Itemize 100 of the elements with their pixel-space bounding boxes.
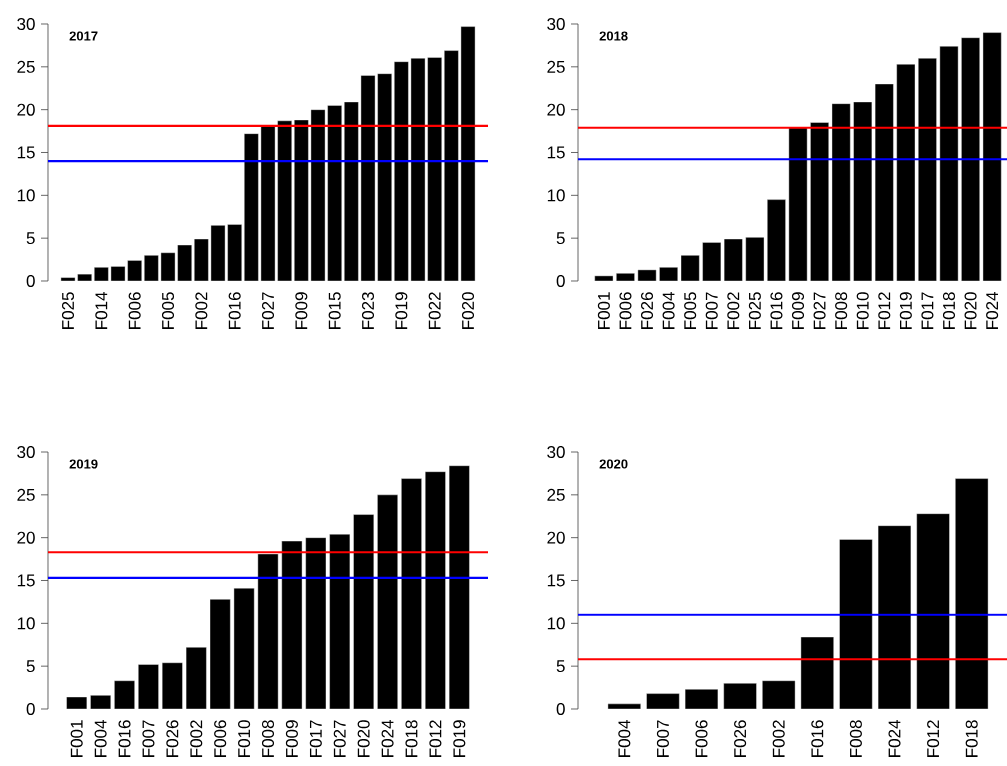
y-tick-label: 25 — [547, 488, 565, 501]
x-tick-label: F020 — [357, 720, 370, 757]
y-tick-label: 5 — [556, 660, 565, 673]
bar — [305, 537, 327, 710]
bar — [448, 465, 470, 710]
bar — [961, 37, 980, 282]
y-tick-label: 20 — [547, 103, 565, 116]
x-tick-label: F012 — [429, 720, 442, 757]
x-tick-label: F008 — [835, 292, 848, 329]
x-tick-label: F024 — [381, 720, 394, 757]
x-tick-label: F023 — [361, 292, 375, 329]
bar — [723, 683, 757, 710]
x-tick-label: F010 — [238, 720, 251, 757]
bar — [616, 273, 635, 282]
bar — [114, 680, 135, 710]
bar — [90, 695, 111, 710]
x-tick-label: F015 — [328, 292, 341, 329]
y-tick-label: 20 — [17, 531, 35, 544]
bar — [425, 471, 446, 710]
y-tick-label: 5 — [556, 232, 565, 245]
x-tick-label: F004 — [662, 292, 675, 329]
x-tick-label: F009 — [791, 292, 805, 329]
y-tick-label: 10 — [547, 189, 565, 202]
bar — [831, 103, 851, 282]
x-tick-label: F019 — [395, 292, 408, 329]
bar — [896, 64, 916, 282]
bar — [800, 636, 834, 710]
y-tick-label: 20 — [17, 103, 35, 116]
bar — [684, 689, 719, 710]
x-tick-label: F027 — [813, 292, 826, 329]
x-tick-label: F005 — [161, 292, 175, 329]
x-tick-label: F016 — [228, 292, 241, 329]
bar — [680, 255, 700, 282]
x-tick-label: F018 — [942, 292, 956, 329]
bar — [982, 32, 1002, 282]
x-tick-label: F025 — [748, 292, 761, 329]
x-tick-label: F025 — [61, 292, 75, 329]
bar — [233, 588, 255, 710]
bar — [329, 534, 351, 710]
x-tick-label: F002 — [195, 292, 208, 329]
bar — [646, 693, 680, 710]
y-tick-label: 0 — [26, 274, 35, 288]
x-tick-label: F027 — [333, 720, 346, 757]
y-tick-label: 20 — [547, 531, 565, 544]
chart-title: 2018 — [599, 31, 628, 41]
x-tick-label: F016 — [770, 292, 783, 329]
bar — [401, 478, 422, 710]
x-tick-label: F005 — [684, 292, 697, 329]
x-tick-label: F024 — [888, 720, 901, 757]
x-tick-label: F007 — [705, 292, 718, 329]
x-tick-label: F017 — [921, 292, 934, 329]
bar — [138, 664, 159, 710]
bar — [767, 199, 786, 282]
x-tick-label: F007 — [656, 720, 669, 757]
x-tick-label: F026 — [734, 720, 747, 757]
x-tick-label: F008 — [849, 720, 862, 757]
bar — [659, 267, 678, 282]
y-tick-label: 15 — [17, 574, 35, 587]
y-tick-label: 0 — [556, 702, 565, 716]
x-tick-label: F018 — [405, 720, 418, 757]
y-tick-label: 10 — [17, 189, 35, 202]
x-tick-label: F020 — [461, 292, 475, 329]
chart-title: 2019 — [69, 459, 98, 469]
x-tick-label: F014 — [95, 292, 108, 329]
y-tick-label: 25 — [17, 60, 35, 73]
bar — [955, 478, 989, 710]
x-tick-label: F026 — [641, 292, 654, 329]
bar — [916, 513, 950, 710]
y-tick-label: 30 — [547, 17, 565, 31]
x-tick-label: F002 — [772, 720, 785, 757]
x-tick-label: F016 — [118, 720, 131, 757]
y-tick-label: 15 — [547, 574, 565, 587]
y-tick-label: 5 — [26, 660, 35, 673]
y-tick-label: 30 — [17, 445, 35, 459]
x-tick-label: F007 — [142, 720, 155, 757]
bar — [281, 540, 303, 710]
bar — [161, 662, 183, 710]
chart-title: 2020 — [599, 459, 628, 469]
bar — [377, 494, 398, 710]
x-tick-label: F019 — [899, 292, 912, 329]
x-tick-label: F022 — [428, 292, 441, 329]
x-tick-label: F012 — [927, 720, 940, 757]
bar — [185, 647, 207, 710]
x-tick-label: F017 — [309, 720, 322, 757]
bar — [788, 127, 808, 282]
x-tick-label: F008 — [261, 720, 275, 757]
y-tick-label: 25 — [17, 488, 35, 501]
bar — [918, 58, 937, 282]
bar — [353, 514, 375, 710]
y-tick-label: 30 — [17, 17, 35, 31]
x-tick-label: F004 — [94, 720, 107, 757]
bar — [810, 122, 829, 282]
x-tick-label: F027 — [261, 292, 275, 329]
x-tick-label: F026 — [166, 720, 179, 757]
bar — [877, 525, 912, 710]
y-tick-label: 10 — [17, 617, 35, 630]
x-tick-label: F001 — [597, 292, 610, 329]
bar — [209, 599, 231, 710]
y-tick-label: 0 — [26, 702, 35, 716]
bar — [745, 237, 765, 282]
